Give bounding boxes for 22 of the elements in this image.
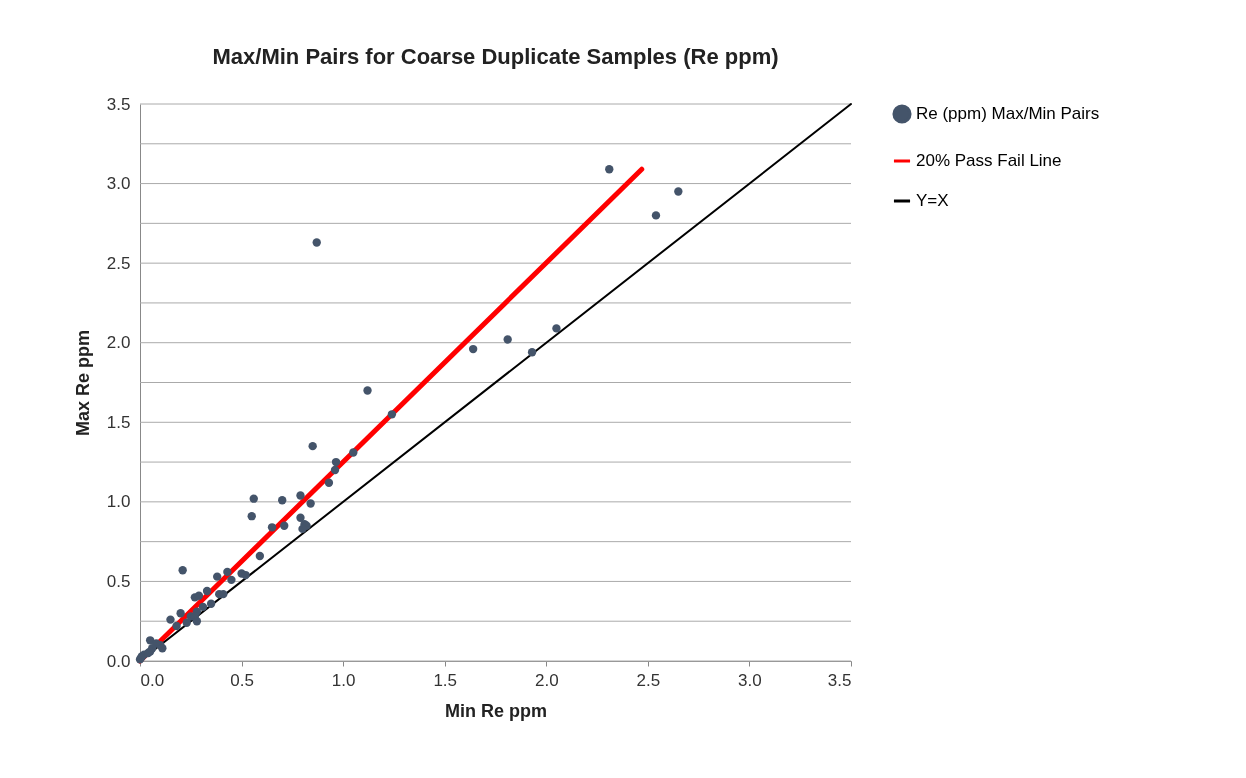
y-tick-label: 0.5 — [106, 571, 131, 591]
x-tick-label: 1.0 — [331, 670, 356, 690]
x-tick-label: 1.5 — [433, 670, 458, 690]
y-tick-label: 3.0 — [106, 174, 131, 194]
y-tick-label: 3.5 — [106, 94, 131, 114]
y-tick-label: 1.5 — [106, 412, 131, 432]
x-tick-label: 0.0 — [140, 670, 165, 690]
legend-label: Re (ppm) Max/Min Pairs — [916, 104, 1100, 123]
y-tick-label: 2.0 — [106, 333, 131, 353]
legend-label: 20% Pass Fail Line — [916, 151, 1062, 170]
y-tick-label: 0.0 — [106, 651, 131, 671]
y-tick-label: 1.0 — [106, 492, 131, 512]
x-axis-title: Min Re ppm — [445, 700, 547, 721]
legend-label: Y=X — [916, 191, 949, 210]
chart-title: Max/Min Pairs for Coarse Duplicate Samples (Re ppm) — [212, 44, 779, 69]
x-tick-label: 0.5 — [230, 670, 254, 690]
y-tick-label: 2.5 — [106, 253, 131, 273]
x-tick-label: 2.5 — [636, 670, 661, 690]
x-tick-label: 2.0 — [534, 670, 559, 690]
x-tick-label: 3.0 — [738, 670, 762, 690]
x-tick-label: 3.5 — [827, 670, 852, 690]
y-axis-title: Max Re ppm — [72, 329, 93, 437]
